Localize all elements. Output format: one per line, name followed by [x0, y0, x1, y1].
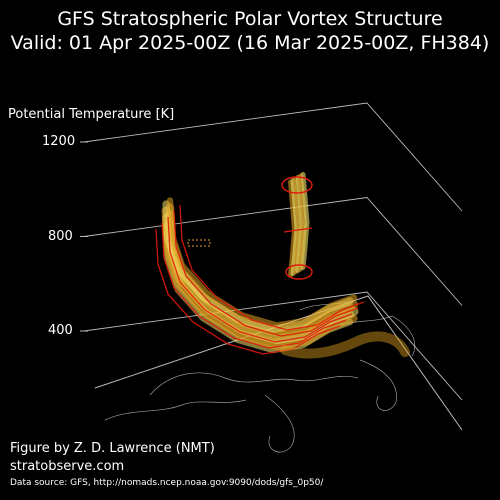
grid-plane-line	[83, 291, 463, 401]
z-tick-label: 400	[48, 323, 73, 338]
vortex-main-edge	[173, 210, 359, 337]
vortex-upper-edge	[281, 176, 313, 194]
vortex-main-edge	[167, 216, 353, 343]
coastline	[149, 372, 359, 396]
z-tick-label: 800	[48, 228, 73, 244]
grid-plane-line	[83, 197, 463, 306]
vortex-fragment	[187, 239, 211, 247]
coastline	[104, 399, 247, 421]
vortex-upper-layer	[300, 172, 310, 270]
chart-subtitle: Valid: 01 Apr 2025-00Z (16 Mar 2025-00Z,…	[10, 32, 490, 54]
vortex-upper-edge	[283, 227, 313, 233]
data-source: Data source: GFS, http://nomads.ncep.noa…	[10, 478, 324, 488]
vortex-main-trail	[280, 331, 410, 359]
website-credit: stratobserve.com	[10, 459, 125, 474]
chart-title: GFS Stratospheric Polar Vortex Structure	[57, 8, 443, 30]
author-credit: Figure by Z. D. Lawrence (NMT)	[10, 441, 215, 456]
vortex-main-edge	[179, 204, 365, 331]
floor-outline	[94, 295, 463, 431]
vortex-upper-edge	[285, 264, 313, 280]
coastline	[359, 359, 397, 411]
vortex-main-edge	[161, 222, 347, 349]
z-tick-label: 1200	[42, 134, 76, 149]
grid-plane-line	[83, 102, 463, 212]
coastline	[264, 394, 295, 453]
z-axis-label: Potential Temperature [K]	[8, 107, 175, 122]
vortex-main-edge	[155, 228, 341, 355]
